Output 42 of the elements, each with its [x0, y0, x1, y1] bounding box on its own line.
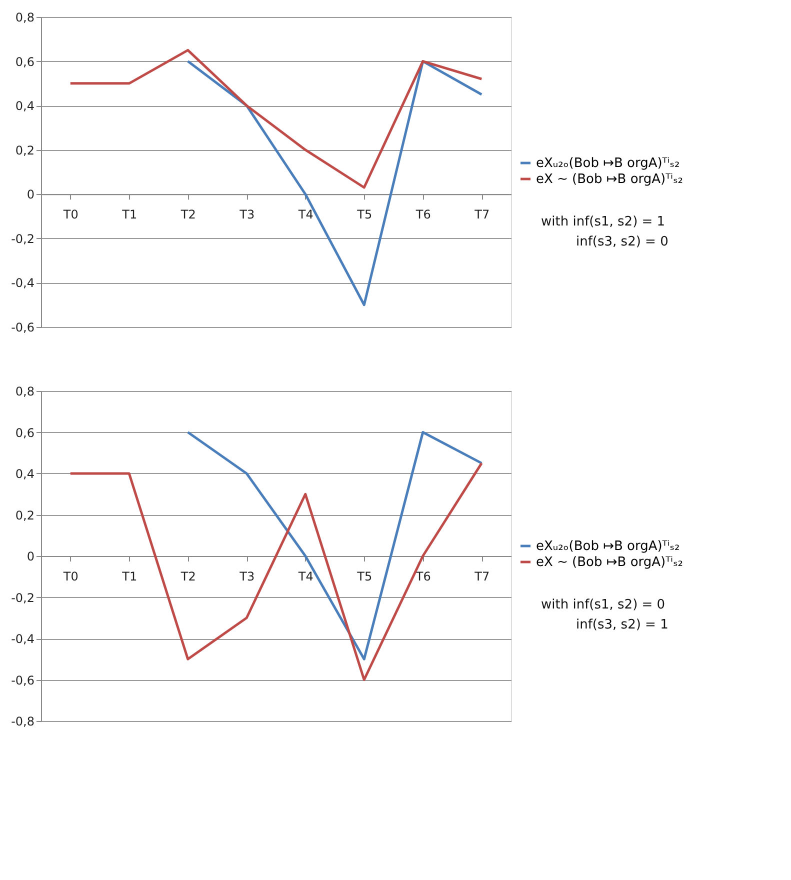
- x-tick-label: T4: [297, 208, 314, 222]
- y-tick-label: -0,4: [11, 632, 34, 646]
- y-tick-label: -0,4: [11, 276, 34, 290]
- y-tick-label: 0,2: [15, 508, 34, 522]
- x-tick-label: T5: [356, 570, 372, 584]
- x-tick-label: T1: [121, 208, 138, 222]
- x-tick-label: T4: [297, 570, 314, 584]
- x-tick-label: T0: [62, 570, 78, 584]
- y-tick-label: -0,2: [11, 232, 34, 246]
- y-tick-label: 0,6: [15, 54, 34, 69]
- y-tick-label: -0,8: [11, 714, 34, 728]
- legend-label: eXᵤ₂ₒ(Bob ↦B orgA)ᵀⁱₛ₂: [536, 539, 680, 554]
- y-tick-label: 0,8: [15, 10, 34, 24]
- x-tick-label: T6: [414, 208, 431, 222]
- legend-label: eX ∼ (Bob ↦B orgA)ᵀⁱₛ₂: [536, 555, 684, 570]
- y-tick-label: 0: [26, 188, 34, 202]
- x-tick-label: T2: [180, 208, 196, 222]
- x-tick-label: T3: [238, 570, 255, 584]
- y-tick-label: 0: [26, 550, 34, 564]
- text: with inf(s1, s2) = 0: [541, 598, 666, 612]
- legend-label: eX ∼ (Bob ↦B orgA)ᵀⁱₛ₂: [536, 172, 684, 187]
- y-tick-label: -0,6: [11, 673, 34, 688]
- y-tick-label: -0,2: [11, 590, 34, 605]
- x-tick-label: T7: [474, 570, 490, 584]
- x-tick-label: T3: [238, 208, 255, 222]
- line-series: [69, 48, 483, 189]
- x-tick-label: T0: [62, 208, 78, 222]
- x-tick-label: T5: [356, 208, 372, 222]
- legend-label: eXᵤ₂ₒ(Bob ↦B orgA)ᵀⁱₛ₂: [536, 156, 680, 171]
- y-tick-label: 0,4: [15, 467, 34, 481]
- y-tick-label: -0,6: [11, 320, 34, 334]
- x-tick-label: T2: [180, 570, 196, 584]
- text: inf(s3, s2) = 0: [576, 234, 668, 250]
- text: inf(s3, s2) = 1: [576, 618, 668, 632]
- y-tick-label: 0,8: [15, 384, 34, 398]
- y-tick-label: 0,4: [15, 99, 34, 114]
- x-tick-label: T6: [414, 570, 431, 584]
- y-tick-label: 0,2: [15, 143, 34, 158]
- x-tick-label: T7: [474, 208, 490, 222]
- text: with inf(s1, s2) = 1: [541, 214, 666, 230]
- y-tick-label: 0,6: [15, 426, 34, 440]
- x-tick-label: T1: [121, 570, 138, 584]
